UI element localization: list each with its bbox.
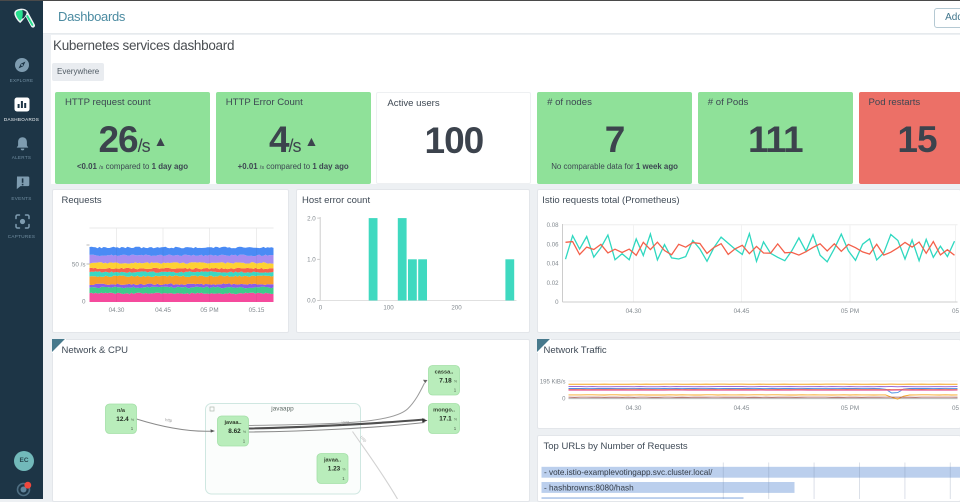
svg-text:java: java [340,419,350,425]
svg-text:1: 1 [342,476,345,481]
svg-text:%: % [342,468,346,472]
svg-text:05: 05 [951,308,959,315]
svg-text:7.18: 7.18 [439,378,452,385]
svg-text:1: 1 [242,439,245,444]
svg-text:javaa..: javaa.. [322,458,341,464]
svg-text:http: http [359,435,368,444]
svg-text:0.06: 0.06 [546,241,558,248]
svg-text:05 PM: 05 PM [840,308,858,315]
svg-text:04.30: 04.30 [625,308,641,315]
svg-text:05 PM: 05 PM [840,405,858,412]
svg-text:12.4: 12.4 [116,416,129,423]
svg-text:17.1: 17.1 [439,416,452,423]
svg-text:2.0: 2.0 [307,215,316,222]
svg-text:1: 1 [453,426,456,431]
svg-text:mongo..: mongo.. [433,408,455,414]
svg-text:0.02: 0.02 [546,280,558,287]
svg-text:195 KiB/s: 195 KiB/s [539,380,565,386]
svg-text:04.45: 04.45 [733,405,749,412]
svg-text:n/a: n/a [116,408,125,414]
svg-text:05.15: 05.15 [248,307,264,314]
svg-text:javaapp: javaapp [270,406,294,413]
svg-text:0: 0 [318,305,322,312]
svg-text:04.30: 04.30 [108,307,124,314]
svg-text:04.30: 04.30 [625,405,641,412]
svg-text:0.08: 0.08 [546,222,558,229]
svg-text:04.45: 04.45 [155,307,171,314]
svg-text:100: 100 [383,305,394,312]
svg-text:%: % [453,380,457,384]
svg-text:8.62: 8.62 [228,428,241,435]
svg-text:0: 0 [81,299,85,306]
svg-text:%: % [453,418,457,422]
svg-text:%: % [242,430,246,434]
svg-text:200: 200 [451,305,462,312]
svg-text:http: http [164,417,172,423]
svg-text:javaa..: javaa.. [223,420,242,426]
svg-text:cassa..: cassa.. [434,370,453,376]
svg-text:1: 1 [453,388,456,393]
svg-text:0: 0 [562,397,566,403]
svg-text:- vote-example-voting-app.svc.: - vote-example-voting-app.svc.cluster.lo… [544,498,702,499]
svg-text:05 PM: 05 PM [200,307,218,314]
svg-text:0.0: 0.0 [307,298,316,305]
svg-text:1.0: 1.0 [307,257,316,264]
svg-text:0: 0 [555,299,559,306]
svg-text:- vote.istio-examplevotingapp.: - vote.istio-examplevotingapp.svc.cluste… [544,468,713,477]
svg-text:%: % [130,418,134,422]
svg-text:50 /s: 50 /s [71,262,85,269]
svg-text:0.04: 0.04 [546,261,558,268]
svg-text:1: 1 [130,426,133,431]
svg-text:- hashbrowns:8080/hash: - hashbrowns:8080/hash [544,483,634,492]
svg-text:04.45: 04.45 [733,308,749,315]
svg-text:1.23: 1.23 [327,466,340,473]
svg-text:05: 05 [951,405,959,412]
